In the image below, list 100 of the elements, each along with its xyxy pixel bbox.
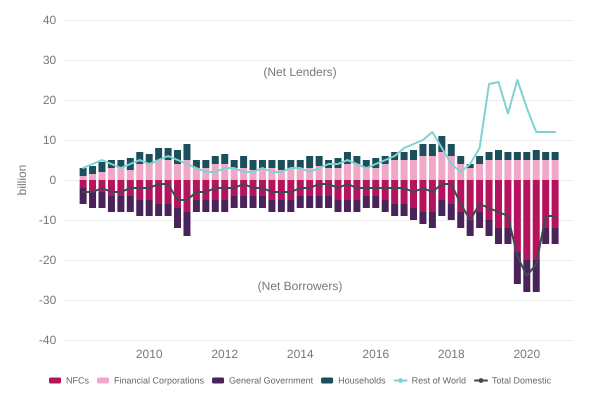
bar bbox=[108, 168, 115, 180]
bar bbox=[240, 156, 248, 168]
bar bbox=[334, 168, 342, 180]
bar bbox=[334, 200, 342, 212]
annotation: (Net Borrowers) bbox=[258, 279, 342, 293]
bar bbox=[532, 260, 540, 292]
bar bbox=[494, 180, 502, 228]
bar bbox=[400, 204, 408, 216]
bar bbox=[212, 156, 219, 164]
line-series bbox=[82, 79, 556, 173]
bar bbox=[494, 228, 502, 244]
bar bbox=[146, 200, 153, 216]
bar bbox=[250, 160, 257, 170]
bar bbox=[230, 196, 238, 208]
bar bbox=[258, 196, 266, 208]
y-tick-label: -10 bbox=[38, 213, 57, 227]
bar bbox=[486, 152, 493, 160]
bar bbox=[523, 152, 530, 160]
bar bbox=[457, 212, 464, 228]
bar bbox=[202, 200, 210, 212]
bar bbox=[523, 160, 530, 180]
bar bbox=[372, 196, 380, 208]
bar bbox=[532, 160, 540, 180]
bar bbox=[155, 204, 162, 216]
bar bbox=[240, 196, 248, 208]
bar bbox=[486, 180, 493, 220]
legend-label: Households bbox=[338, 376, 386, 386]
bar bbox=[126, 170, 134, 180]
bar bbox=[353, 200, 360, 212]
bar bbox=[212, 200, 219, 212]
legend-label: NFCs bbox=[66, 376, 90, 386]
bar bbox=[183, 212, 190, 236]
bar bbox=[428, 180, 436, 212]
y-tick-label: 0 bbox=[50, 173, 57, 187]
x-tick-label: 2014 bbox=[286, 347, 314, 361]
bar bbox=[174, 208, 182, 228]
bar bbox=[344, 200, 351, 212]
bar bbox=[80, 188, 87, 204]
bar bbox=[466, 220, 474, 236]
bar bbox=[504, 180, 512, 228]
x-tick-label: 2012 bbox=[211, 347, 238, 361]
bar bbox=[428, 144, 436, 156]
bar bbox=[316, 196, 323, 208]
bar bbox=[428, 212, 436, 228]
bar bbox=[278, 200, 285, 212]
bar bbox=[382, 164, 389, 180]
bar bbox=[117, 168, 124, 180]
y-tick-label: 40 bbox=[42, 13, 57, 27]
bar bbox=[552, 180, 559, 228]
bar bbox=[126, 196, 134, 212]
bar bbox=[80, 168, 87, 176]
bar bbox=[400, 160, 408, 180]
bar bbox=[353, 164, 360, 180]
bar bbox=[419, 144, 426, 156]
bar bbox=[192, 200, 200, 212]
bar bbox=[230, 160, 238, 168]
bar bbox=[382, 180, 389, 200]
x-tick-label: 2010 bbox=[136, 347, 163, 361]
bar bbox=[400, 152, 408, 160]
bar bbox=[419, 156, 426, 180]
bar bbox=[486, 220, 493, 236]
x-tick-label: 2018 bbox=[438, 347, 465, 361]
bar bbox=[476, 164, 484, 180]
bar bbox=[296, 196, 304, 208]
bar bbox=[344, 164, 351, 180]
bar bbox=[382, 200, 389, 212]
bar bbox=[362, 196, 370, 208]
bar bbox=[164, 160, 172, 180]
bar bbox=[80, 180, 87, 188]
bar bbox=[542, 180, 550, 228]
bar bbox=[258, 160, 266, 168]
bar bbox=[306, 156, 314, 168]
bar bbox=[466, 180, 474, 220]
bar bbox=[476, 156, 484, 164]
bar bbox=[448, 204, 455, 220]
bar bbox=[202, 160, 210, 168]
bar bbox=[476, 212, 484, 228]
bar bbox=[136, 200, 144, 216]
legend-label: Financial Corporations bbox=[114, 376, 205, 386]
bar bbox=[89, 174, 96, 180]
bar bbox=[155, 160, 162, 180]
bar bbox=[419, 180, 426, 212]
bar bbox=[504, 228, 512, 244]
x-tick-label: 2016 bbox=[362, 347, 390, 361]
bar bbox=[410, 208, 418, 220]
bar bbox=[287, 160, 294, 168]
y-tick-label: 10 bbox=[42, 133, 57, 147]
bar bbox=[504, 152, 512, 160]
bar bbox=[221, 154, 228, 164]
bar bbox=[466, 168, 474, 180]
x-tick-label: 2020 bbox=[513, 347, 540, 361]
bar bbox=[98, 192, 106, 208]
y-axis-title: billion bbox=[15, 164, 29, 196]
bar bbox=[164, 204, 172, 216]
bar bbox=[514, 180, 521, 252]
bar bbox=[306, 196, 314, 208]
bar bbox=[410, 160, 418, 180]
bar bbox=[438, 200, 446, 216]
bar bbox=[250, 196, 257, 208]
bar bbox=[174, 164, 182, 180]
